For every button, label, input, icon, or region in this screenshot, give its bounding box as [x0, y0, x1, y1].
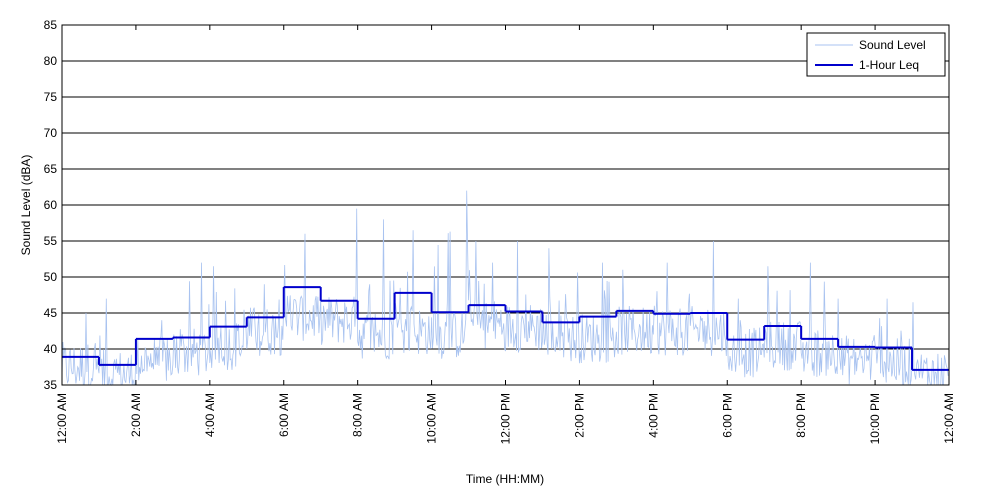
x-axis-label: Time (HH:MM) — [466, 472, 544, 486]
x-tick-label: 6:00 AM — [277, 393, 291, 437]
x-tick-label: 12:00 PM — [499, 393, 513, 444]
y-tick-label: 45 — [44, 306, 58, 320]
y-tick-label: 80 — [44, 54, 58, 68]
x-tick-label: 10:00 PM — [868, 393, 882, 444]
legend-label-sound-level: Sound Level — [859, 38, 926, 52]
legend-box — [806, 32, 946, 77]
x-tick-label: 2:00 AM — [129, 393, 143, 437]
x-tick-label: 8:00 AM — [351, 393, 365, 437]
legend: Sound Level 1-Hour Leq — [806, 32, 946, 77]
x-tick-label: 4:00 AM — [203, 393, 217, 437]
y-tick-label: 75 — [44, 90, 58, 104]
y-tick-label: 40 — [44, 342, 58, 356]
y-tick-label: 60 — [44, 198, 58, 212]
x-axis: 12:00 AM 2:00 AM 4:00 AM 6:00 AM 8:00 AM 10:0… — [55, 25, 956, 444]
x-tick-label: 2:00 PM — [572, 393, 586, 438]
y-axis-label: Sound Level (dBA) — [19, 155, 33, 256]
y-tick-label: 55 — [44, 234, 58, 248]
x-tick-label: 12:00 AM — [942, 393, 956, 444]
x-tick-label: 4:00 PM — [646, 393, 660, 438]
x-tick-label: 8:00 PM — [794, 393, 808, 438]
y-tick-label: 35 — [44, 378, 58, 392]
x-tick-label: 10:00 AM — [425, 393, 439, 444]
y-tick-label: 50 — [44, 270, 58, 284]
y-axis: 35 40 45 50 55 60 65 70 75 80 85 — [44, 18, 949, 392]
y-tick-label: 65 — [44, 162, 58, 176]
x-tick-label: 12:00 AM — [55, 393, 69, 444]
y-tick-label: 85 — [44, 18, 58, 32]
y-tick-label: 70 — [44, 126, 58, 140]
x-tick-label: 6:00 PM — [720, 393, 734, 438]
legend-label-leq: 1-Hour Leq — [859, 58, 919, 72]
leq-series — [62, 286, 949, 371]
